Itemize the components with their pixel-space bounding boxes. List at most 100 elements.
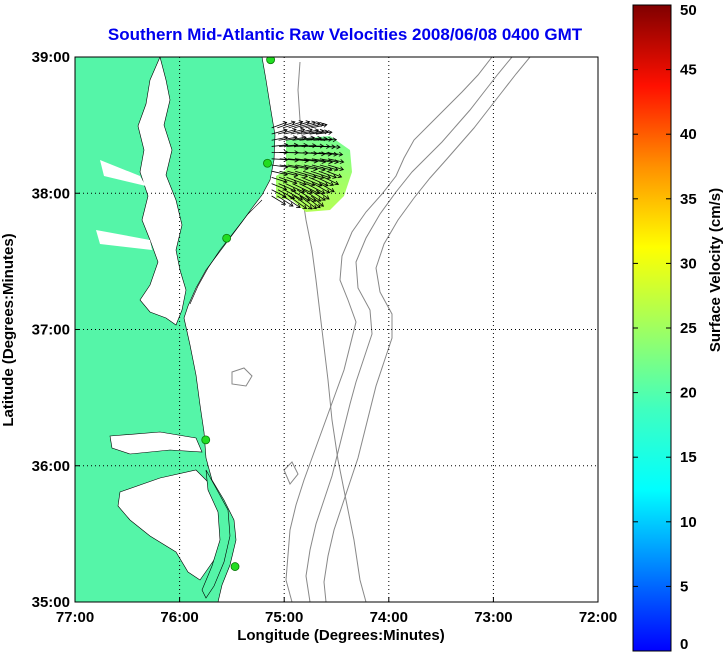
x-tick-label: 77:00 (56, 609, 94, 626)
y-tick-label: 36:00 (32, 458, 70, 475)
velocity-vector-head (282, 186, 288, 191)
velocity-vector (287, 164, 309, 170)
velocity-vector-head (303, 173, 309, 179)
velocity-vector (277, 121, 296, 129)
velocity-vector (315, 189, 330, 200)
colorbar-tick-label: 45 (680, 62, 697, 79)
velocity-vector (299, 137, 322, 141)
colorbar-tick-label: 40 (680, 126, 697, 143)
velocity-vector (288, 195, 307, 209)
velocity-vector (279, 158, 299, 161)
velocity-vector-head (329, 181, 335, 187)
velocity-vector (302, 170, 324, 179)
velocity-vector (277, 189, 295, 199)
velocity-vector (311, 124, 327, 129)
velocity-vector (305, 195, 321, 208)
velocity-vector-head (333, 151, 339, 157)
velocity-vector (305, 123, 324, 129)
velocity-vector (299, 195, 317, 209)
velocity-vector-head (332, 137, 338, 143)
velocity-vector (295, 170, 317, 178)
velocity-vector (284, 129, 305, 135)
velocity-vector (279, 144, 298, 147)
velocity-vector-head (305, 120, 311, 125)
colorbar-label: Surface Velocity (cm/s) (707, 188, 724, 352)
velocity-vector-head (316, 197, 322, 202)
outer-banks (201, 469, 231, 599)
velocity-vector-head (338, 151, 344, 157)
velocity-vector (271, 170, 288, 176)
velocity-vector (320, 139, 337, 141)
contour-line-shelf-2 (305, 57, 513, 602)
velocity-vector (296, 129, 319, 135)
velocity-vector (279, 164, 299, 169)
velocity-vector-head (321, 159, 327, 164)
velocity-vector-head (332, 174, 337, 179)
velocity-vector (282, 121, 303, 129)
chesapeake-tributary-west (100, 160, 146, 186)
velocity-vector (294, 195, 313, 210)
velocity-vector (318, 170, 337, 178)
velocity-vector (286, 144, 308, 147)
x-axis-label: Longitude (Degrees:Minutes) (237, 627, 445, 644)
velocity-vector (285, 136, 307, 141)
map-plot-area (75, 57, 598, 602)
velocity-vector (290, 189, 310, 202)
velocity-vector (313, 138, 332, 141)
velocity-vector (327, 164, 344, 170)
velocity-vector (319, 164, 338, 171)
velocity-vector (277, 195, 294, 207)
velocity-vector-head (290, 120, 296, 126)
radar-stations (201, 57, 276, 571)
x-tick-label: 74:00 (370, 609, 408, 626)
velocity-vector (271, 144, 288, 147)
velocity-vector-head (307, 205, 313, 210)
velocity-vector-head (326, 174, 332, 180)
velocity-vector (279, 170, 298, 177)
velocity-vector-head (283, 142, 289, 148)
colorbar-tick-label: 35 (680, 191, 697, 208)
x-tick-label: 75:00 (265, 609, 303, 626)
velocity-vector (303, 130, 324, 135)
colorbar-tick-label: 0 (680, 636, 688, 653)
velocity-vector (303, 164, 326, 171)
colorbar (632, 4, 672, 652)
velocity-vector (277, 129, 297, 135)
velocity-vector (323, 177, 339, 185)
velocity-vector-head (317, 182, 323, 187)
station-marker (222, 233, 232, 243)
velocity-vector-head (319, 174, 325, 180)
velocity-vector (271, 195, 286, 205)
velocity-vector (326, 170, 342, 178)
velocity-vector-head (322, 122, 328, 128)
velocity-vector (299, 122, 321, 129)
velocity-vector-head (325, 189, 331, 194)
contour-line-shelf-1 (285, 57, 493, 602)
delmarva-lower-shore (189, 199, 263, 305)
velocity-vector (318, 152, 338, 155)
velocity-vector-head (323, 182, 329, 187)
velocity-vector (284, 189, 303, 201)
velocity-vector-head (312, 143, 317, 149)
velocity-vector-head (330, 188, 335, 193)
bathymetry-contours (231, 57, 531, 602)
y-tick-label: 38:00 (32, 185, 70, 202)
velocity-vector (286, 177, 307, 185)
velocity-vector (306, 138, 328, 141)
station-marker (230, 562, 240, 571)
colorbar-tick-label: 15 (680, 449, 697, 466)
velocity-vector (287, 170, 308, 178)
pamlico-sound (117, 469, 225, 581)
y-axis-label: Latitude (Degrees:Minutes) (0, 233, 17, 426)
velocity-vector-head (312, 174, 317, 179)
y-tick-label: 39:00 (32, 49, 70, 66)
velocity-vector (313, 183, 330, 194)
velocity-vector (271, 183, 287, 190)
velocity-vector (327, 158, 344, 163)
velocity-vector (285, 183, 305, 193)
velocity-vector (292, 137, 315, 141)
x-tick-label: 73:00 (474, 609, 512, 626)
velocity-vector-head (281, 193, 287, 198)
velocity-vector-head (296, 203, 301, 208)
